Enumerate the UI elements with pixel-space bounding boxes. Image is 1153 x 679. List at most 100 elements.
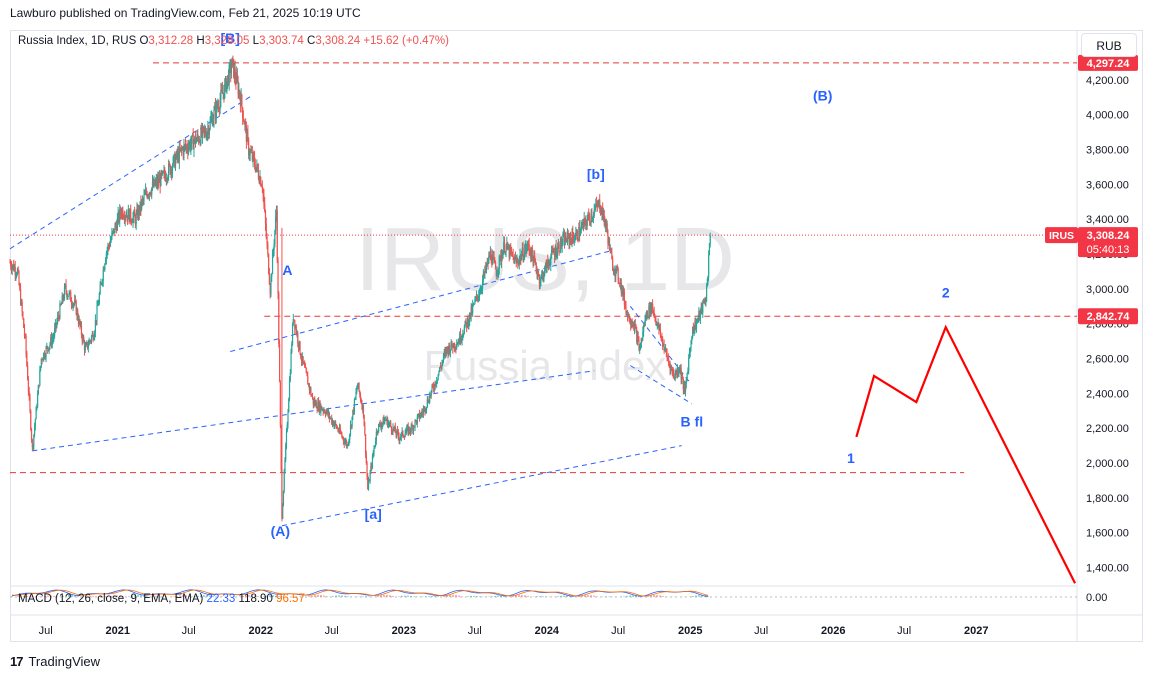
candle-body <box>13 267 16 271</box>
candle-body <box>101 280 104 284</box>
candle-body <box>569 237 572 240</box>
candle-body <box>618 280 620 283</box>
candle-body <box>508 247 510 258</box>
candle-body <box>227 75 229 81</box>
candle-body <box>498 256 500 269</box>
candle-body <box>521 247 523 255</box>
candle-body <box>479 290 481 295</box>
candle-body <box>575 233 577 240</box>
candle-body <box>534 255 536 262</box>
candle-series <box>9 55 711 522</box>
candle-body <box>198 137 200 142</box>
candle-body <box>415 420 417 421</box>
candle-body <box>442 360 444 363</box>
candle-body <box>130 208 132 221</box>
candle-body <box>71 304 73 307</box>
price-tick-label: 4,000.00 <box>1086 110 1129 122</box>
candle-body <box>311 396 314 398</box>
candle-body <box>494 262 497 270</box>
candle-body <box>686 373 688 380</box>
candle-body <box>653 312 655 317</box>
candle-body <box>272 249 274 254</box>
candle-body <box>194 136 197 144</box>
candle-body <box>439 367 442 368</box>
legend-close-label: C <box>307 35 316 47</box>
wave-label: [b] <box>587 166 605 182</box>
candle-body <box>170 168 172 174</box>
candle-body <box>94 331 96 339</box>
candle-body <box>225 77 227 92</box>
candle-body <box>548 262 550 265</box>
price-tick-label: 1,600.00 <box>1086 528 1129 540</box>
candle-body <box>525 245 527 251</box>
candle-body <box>148 195 150 197</box>
price-tick-label: 3,400.00 <box>1086 214 1129 226</box>
candle-body <box>416 416 418 424</box>
candle-body <box>37 385 39 395</box>
candle-body <box>579 232 581 236</box>
footer-brand[interactable]: TradingView <box>28 654 101 669</box>
candle-body <box>54 328 56 336</box>
candle-body <box>293 319 295 321</box>
candle-body <box>418 413 420 415</box>
candle-body <box>510 247 512 252</box>
candle-body <box>453 343 455 349</box>
price-tick-label: 2,400.00 <box>1086 388 1129 400</box>
candle-body <box>406 426 409 428</box>
candle-body <box>304 367 307 369</box>
candle-body <box>306 372 308 376</box>
candle-body <box>126 215 128 218</box>
time-tick-label: 2025 <box>678 625 702 637</box>
candle-body <box>499 255 501 257</box>
macd-legend-label[interactable]: MACD (12, 26, close, 9, EMA, EMA) <box>18 593 204 605</box>
candle-body <box>413 426 415 427</box>
publisher-line: Lawburo published on TradingView.com, Fe… <box>10 6 361 20</box>
candle-body <box>518 259 520 265</box>
candle-body <box>30 429 33 440</box>
candle-body <box>325 411 327 415</box>
candle-body <box>60 304 62 306</box>
candle-body <box>51 339 53 345</box>
candle-body <box>652 310 655 313</box>
candle-body <box>367 476 369 490</box>
watermark-name: Russia Index <box>424 342 667 389</box>
candle-body <box>254 165 256 171</box>
candle-body <box>342 436 344 438</box>
candle-body <box>588 213 590 217</box>
candle-body <box>285 444 287 460</box>
candle-body <box>504 251 506 253</box>
candle-body <box>456 344 458 348</box>
candle-body <box>221 90 223 91</box>
candle-body <box>393 427 395 430</box>
candle-body <box>640 338 642 348</box>
candle-body <box>400 432 402 438</box>
candle-body <box>282 490 285 506</box>
candle-body <box>510 251 513 253</box>
candle-body <box>18 272 20 285</box>
candle-body <box>595 203 598 205</box>
candle-body <box>681 377 683 380</box>
candle-body <box>636 329 638 343</box>
candle-body <box>113 228 115 234</box>
candle-body <box>311 395 313 397</box>
candle-body <box>700 305 702 310</box>
candle-body <box>321 406 323 410</box>
candle-body <box>681 377 684 379</box>
candle-body <box>135 213 137 225</box>
wave-label: 1 <box>847 450 855 466</box>
tradingview-logo-icon[interactable]: 17 <box>10 654 24 669</box>
candle-body <box>592 216 594 219</box>
candle-body <box>566 241 568 243</box>
wave-label: (A) <box>271 523 290 539</box>
currency-button[interactable]: RUB <box>1081 33 1137 57</box>
legend-symbol[interactable]: Russia Index, 1D, RUS <box>18 35 137 47</box>
candle-body <box>77 318 80 324</box>
candle-body <box>253 153 255 158</box>
candle-body <box>559 251 561 253</box>
candle-body <box>118 212 120 221</box>
candle-body <box>356 389 358 393</box>
candle-body <box>90 336 93 341</box>
candle-body <box>143 194 145 200</box>
candle-body <box>365 434 367 454</box>
